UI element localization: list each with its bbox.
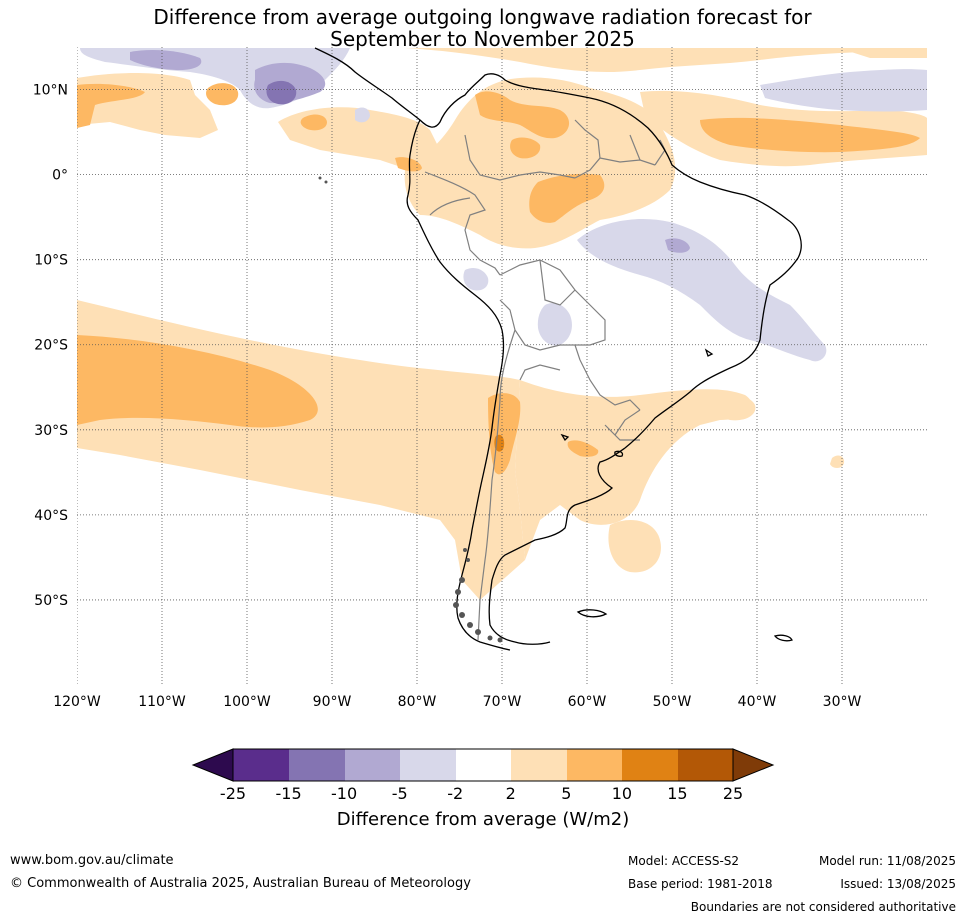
colorbar-segment <box>511 749 567 781</box>
colorbar-segment <box>289 749 345 781</box>
longitude-tick-label: 120°W <box>53 694 101 710</box>
latitude-tick-label: 20°S <box>34 338 68 354</box>
colorbar-segment <box>622 749 678 781</box>
map-title-line-2: September to November 2025 <box>330 27 635 51</box>
colorbar-tick-label: 10 <box>612 784 632 803</box>
longitude-tick-label: 100°W <box>223 694 271 710</box>
latitude-tick-label: 40°S <box>34 508 68 524</box>
colorbar-over-arrow <box>732 748 775 782</box>
footer-disclaimer: Boundaries are not considered authoritat… <box>690 900 956 914</box>
longitude-labels: 120°W 110°W 100°W 90°W 80°W 70°W 60°W 50°W 40°W 3… <box>53 694 861 710</box>
colorbar-tick-label: 2 <box>506 784 516 803</box>
country-borders <box>424 119 666 641</box>
colorbar-segment <box>567 749 622 781</box>
latitude-tick-label: 30°S <box>34 423 68 439</box>
colorbar-tick-label: 25 <box>723 784 743 803</box>
colorbar-tick-label: 5 <box>561 784 571 803</box>
colorbar-tick-label: 15 <box>667 784 687 803</box>
colorbar-tick-label: -25 <box>220 784 246 803</box>
colorbar-tick-label: -15 <box>275 784 301 803</box>
longitude-tick-label: 40°W <box>738 694 777 710</box>
map-title-line-1: Difference from average outgoing longwav… <box>153 5 812 29</box>
latitude-tick-label: 0° <box>52 168 68 184</box>
longitude-tick-label: 60°W <box>568 694 607 710</box>
colorbar-tick-label: -2 <box>447 784 463 803</box>
colorbar-segment <box>678 749 733 781</box>
map-plot-area <box>77 47 927 685</box>
latitude-tick-label: 10°N <box>33 83 68 99</box>
colorbar-tick-label: -10 <box>331 784 357 803</box>
anomaly-5-to-10-regions <box>77 83 920 475</box>
longitude-tick-label: 50°W <box>653 694 692 710</box>
longitude-tick-label: 110°W <box>138 694 186 710</box>
footer-model: Model: ACCESS-S2 <box>628 854 740 868</box>
footer-base-period: Base period: 1981-2018 <box>628 877 773 891</box>
colorbar-segment <box>456 749 511 781</box>
colorbar-tick-labels: -25 -15 -10 -5 -2 2 5 10 15 25 <box>220 784 743 803</box>
latitude-tick-label: 50°S <box>34 593 68 609</box>
latitude-labels: 10°N 0° 10°S 20°S 30°S 40°S 50°S <box>33 83 68 609</box>
latitude-tick-label: 10°S <box>34 253 68 269</box>
longitude-tick-label: 70°W <box>483 694 522 710</box>
graticule <box>77 47 927 685</box>
footer-url: www.bom.gov.au/climate <box>10 853 174 868</box>
footer-copyright: © Commonwealth of Australia 2025, Austra… <box>10 876 471 891</box>
longitude-tick-label: 80°W <box>398 694 437 710</box>
colorbar: -25 -15 -10 -5 -2 2 5 10 15 25 Difference from av… <box>191 748 775 830</box>
footer-issued: Issued: 13/08/2025 <box>840 877 956 891</box>
longitude-tick-label: 30°W <box>823 694 862 710</box>
longitude-tick-label: 90°W <box>313 694 352 710</box>
colorbar-segment <box>233 749 289 781</box>
colorbar-under-arrow <box>191 748 234 782</box>
colorbar-label: Difference from average (W/m2) <box>337 809 629 830</box>
footer-model-run: Model run: 11/08/2025 <box>818 854 956 868</box>
colorbar-tick-label: -5 <box>392 784 408 803</box>
anomaly-neg10-to-neg15-regions <box>266 80 297 105</box>
southern-chile-islands <box>318 176 503 643</box>
colorbar-segment <box>400 749 456 781</box>
colorbar-segment <box>345 749 400 781</box>
